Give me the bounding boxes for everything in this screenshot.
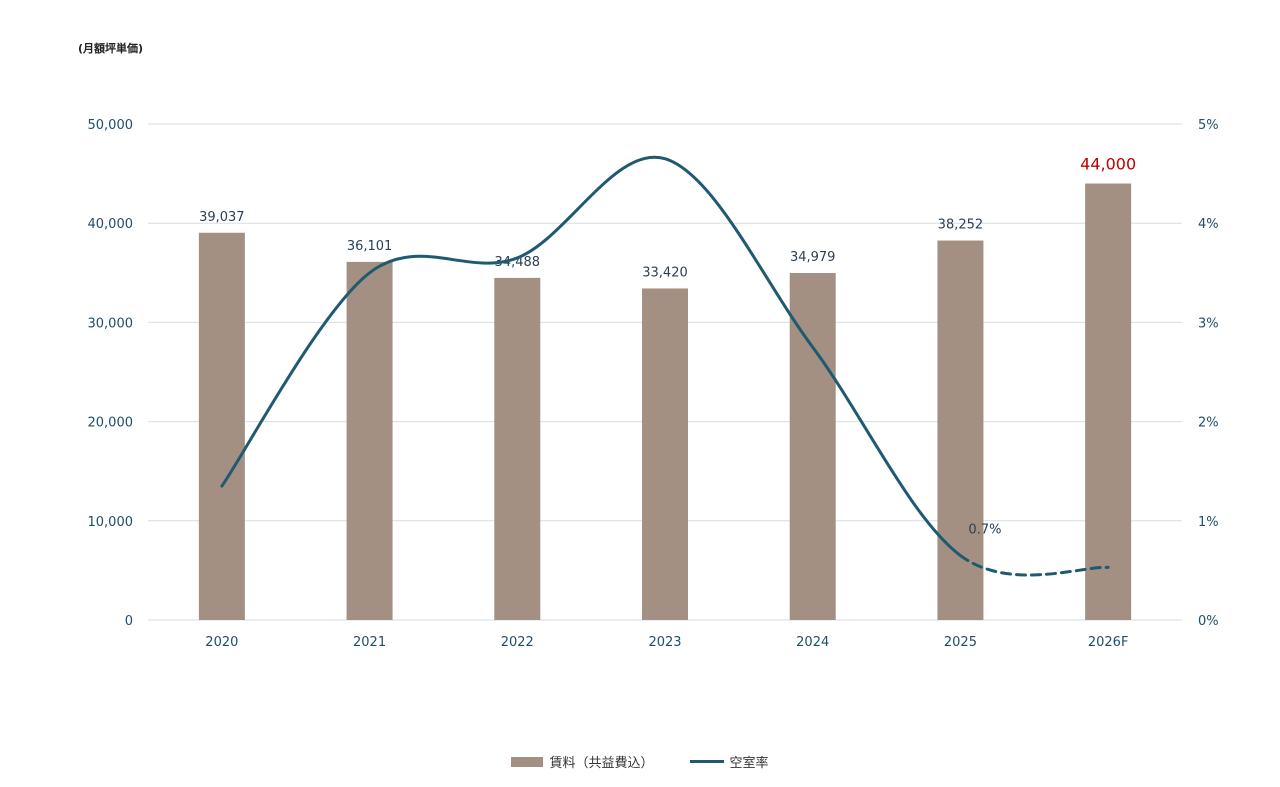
legend-label-vacancy: 空室率 bbox=[729, 756, 769, 771]
y-right-tick-label: 0% bbox=[1198, 614, 1219, 629]
y-axis-right: 0% 1% 2% 3% 4% 5% bbox=[1198, 118, 1219, 629]
y-left-tick-label: 20,000 bbox=[88, 416, 134, 431]
unit-label: (月額坪単価) bbox=[78, 42, 144, 55]
y-left-tick-label: 10,000 bbox=[88, 515, 134, 530]
bar bbox=[642, 288, 688, 620]
bar bbox=[789, 273, 836, 620]
bar-value-label: 39,037 bbox=[199, 210, 245, 225]
y-right-tick-label: 3% bbox=[1198, 316, 1219, 331]
bar-value-label: 38,252 bbox=[938, 218, 984, 233]
bar bbox=[1085, 183, 1132, 620]
bar bbox=[198, 232, 245, 620]
y-left-tick-label: 0 bbox=[125, 614, 133, 629]
x-tick-label: 2021 bbox=[353, 635, 386, 650]
legend-swatch-line bbox=[689, 760, 724, 763]
x-tick-label: 2026F bbox=[1088, 635, 1129, 650]
vacancy-line-forecast-dashed bbox=[958, 554, 1110, 577]
bar-value-label: 34,488 bbox=[495, 255, 541, 270]
legend-item-vacancy: 空室率 bbox=[689, 752, 769, 771]
combo-chart: 0 10,000 20,000 30,000 40,000 50,000 0% 1% 2% 3%… bbox=[88, 118, 1219, 650]
y-left-tick-label: 30,000 bbox=[88, 316, 134, 331]
bar bbox=[937, 240, 984, 620]
x-tick-label: 2023 bbox=[648, 635, 681, 650]
y-axis-left: 0 10,000 20,000 30,000 40,000 50,000 bbox=[88, 118, 134, 629]
bar-series bbox=[198, 183, 1132, 620]
bar bbox=[346, 261, 393, 620]
bar-value-label-highlight: 44,000 bbox=[1080, 155, 1136, 174]
legend-swatch-bar bbox=[511, 756, 544, 767]
x-tick-label: 2024 bbox=[796, 635, 829, 650]
y-left-tick-label: 40,000 bbox=[88, 217, 134, 232]
vacancy-line-solid bbox=[220, 155, 962, 558]
bar-value-label: 36,101 bbox=[347, 239, 393, 254]
bar-value-label: 34,979 bbox=[790, 250, 836, 265]
legend-item-rent: 賃料（共益費込） bbox=[511, 752, 654, 771]
y-right-tick-label: 5% bbox=[1198, 118, 1219, 133]
y-left-tick-label: 50,000 bbox=[88, 118, 134, 133]
vacancy-point-label: 0.7% bbox=[968, 523, 1001, 538]
vacancy-line-series: 0.7% bbox=[220, 155, 1110, 577]
legend-label-rent: 賃料（共益費込） bbox=[549, 756, 654, 771]
y-right-tick-label: 1% bbox=[1198, 515, 1219, 530]
x-tick-label: 2020 bbox=[205, 635, 238, 650]
x-tick-label: 2025 bbox=[944, 635, 977, 650]
bar-value-label: 33,420 bbox=[642, 265, 688, 280]
x-axis: 2020 2021 2022 2023 2024 2025 2026F bbox=[205, 635, 1128, 650]
x-tick-label: 2022 bbox=[501, 635, 534, 650]
y-right-tick-label: 2% bbox=[1198, 416, 1219, 431]
bar-value-labels: 39,037 36,101 34,488 33,420 34,979 38,252 44,0… bbox=[199, 155, 1136, 281]
bar bbox=[494, 277, 541, 620]
y-right-tick-label: 4% bbox=[1198, 217, 1219, 232]
legend: 賃料（共益費込） 空室率 bbox=[0, 752, 1280, 771]
